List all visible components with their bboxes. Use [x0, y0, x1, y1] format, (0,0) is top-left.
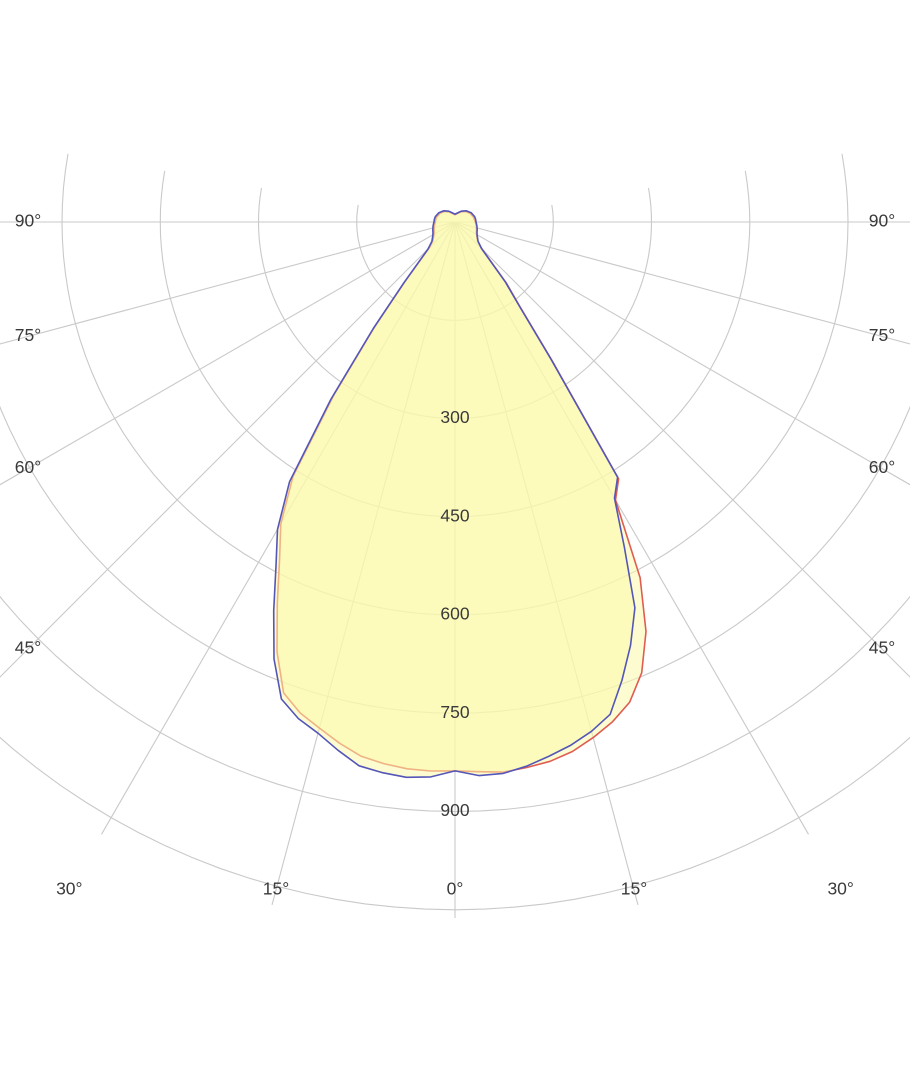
- angle-label: 45°: [15, 638, 41, 658]
- angle-label: 75°: [869, 325, 895, 345]
- angle-label: 45°: [869, 638, 895, 658]
- radius-value-label: 750: [440, 702, 469, 722]
- intensity-curves: [272, 210, 647, 779]
- angle-label: 60°: [15, 457, 41, 477]
- angle-label: 60°: [869, 457, 895, 477]
- angle-label: 30°: [827, 879, 853, 899]
- radius-value-label: 900: [440, 800, 469, 820]
- angle-label: 15°: [621, 879, 647, 899]
- angle-label: 90°: [15, 211, 41, 231]
- angle-label: 90°: [869, 211, 895, 231]
- angle-label: 0°: [447, 879, 464, 899]
- curve-series_blue: [272, 210, 636, 779]
- grid-radial-line: [0, 221, 456, 678]
- grid-radial-line: [454, 221, 910, 486]
- grid-radial-line: [454, 221, 910, 678]
- grid-radial-line: [0, 221, 456, 345]
- angle-label: 30°: [56, 879, 82, 899]
- angle-label: 15°: [263, 879, 289, 899]
- radius-value-label: 600: [440, 604, 469, 624]
- radius-value-label: 300: [440, 407, 469, 427]
- angle-label: 75°: [15, 325, 41, 345]
- radius-value-label: 450: [440, 505, 469, 525]
- grid-radial-line: [454, 221, 910, 345]
- grid-radial-line: [0, 221, 456, 486]
- axis-labels: 300 450 600 750 900 90° 75° 60° 45° 30° 15° 0° 15° 30…: [15, 211, 895, 899]
